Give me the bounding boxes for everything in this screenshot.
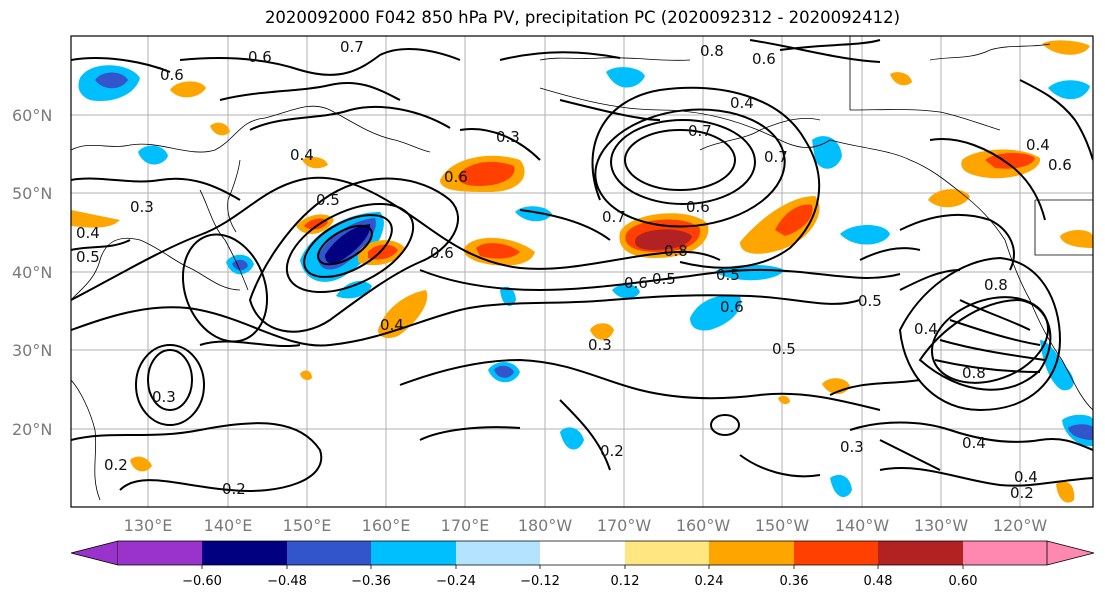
- contour-label: 0.2: [222, 480, 246, 498]
- contour-label: 0.3: [130, 198, 154, 216]
- contour-label: 0.8: [664, 242, 688, 260]
- contour-label: 0.6: [1048, 156, 1072, 174]
- contour-label: 0.6: [752, 50, 776, 68]
- colorbar-tick-label: −0.36: [351, 574, 391, 589]
- colorbar-segment: [70, 540, 119, 566]
- contour-label: 0.4: [962, 434, 986, 452]
- precip-shading: [71, 40, 1093, 503]
- map-panel: 0.6 0.7 0.8 0.6 0.6 0.4 0.3 0.4 0.5 0.3 …: [70, 35, 1094, 508]
- lon-label: 170°E: [441, 516, 490, 535]
- colorbar-segment: [118, 541, 202, 565]
- colorbar-segment: [540, 541, 625, 565]
- latitude-labels: 60°N 50°N 40°N 30°N 20°N: [12, 106, 52, 439]
- colorbar-segment: [202, 541, 287, 565]
- colorbar-tick-label: −0.24: [436, 574, 476, 589]
- contour-label: 0.5: [652, 270, 676, 288]
- contour-label: 0.5: [76, 248, 100, 266]
- lon-label: 120°W: [993, 516, 1048, 535]
- contour-label: 0.6: [160, 66, 184, 84]
- contour-label: 0.4: [76, 224, 100, 242]
- contour-label: 0.3: [152, 388, 176, 406]
- graticule: [71, 36, 1093, 507]
- contour-label: 0.7: [764, 148, 788, 166]
- contour-label: 0.6: [248, 48, 272, 66]
- contour-label: 0.8: [962, 364, 986, 382]
- contour-label: 0.6: [624, 274, 648, 292]
- colorbar-tick-label: −0.12: [520, 574, 560, 589]
- contour-label: 0.6: [720, 298, 744, 316]
- map-frame: [70, 35, 1094, 508]
- colorbar-segment: [794, 541, 878, 565]
- lon-label: 130°E: [124, 516, 173, 535]
- contour-label: 0.2: [600, 442, 624, 460]
- contour-label: 0.2: [104, 456, 128, 474]
- lon-label: 140°W: [835, 516, 890, 535]
- colorbar-tick-label: 0.12: [611, 574, 640, 589]
- contour-label: 0.7: [602, 208, 626, 226]
- map-content: 0.6 0.7 0.8 0.6 0.6 0.4 0.3 0.4 0.5 0.3 …: [71, 36, 1093, 507]
- lon-label: 160°W: [676, 516, 731, 535]
- colorbar-segment: [878, 541, 963, 565]
- lat-label: 60°N: [12, 106, 52, 125]
- contour-label: 0.6: [686, 198, 710, 216]
- colorbar-segment: [963, 541, 1047, 565]
- contour-label: 0.4: [1014, 468, 1038, 486]
- lon-label: 170°W: [597, 516, 652, 535]
- colorbar-segment: [287, 541, 371, 565]
- colorbar-tick-label: −0.48: [267, 574, 307, 589]
- colorbar-tick-label: 0.60: [949, 574, 978, 589]
- colorbar-segment: [709, 541, 794, 565]
- colorbar-segment: [625, 541, 709, 565]
- coastlines: [71, 36, 1093, 501]
- colorbar: −0.60 −0.48 −0.36 −0.24 −0.12 0.12 0.24 …: [70, 540, 1095, 589]
- pv-contours: [71, 39, 1093, 492]
- contour-label: 0.8: [700, 42, 724, 60]
- longitude-labels: 130°E 140°E 150°E 160°E 170°E 180°W 170°…: [124, 516, 1048, 535]
- lon-label: 180°W: [518, 516, 573, 535]
- contour-label: 0.8: [984, 276, 1008, 294]
- contour-label: 0.6: [430, 244, 454, 262]
- contour-label: 0.4: [1026, 136, 1050, 154]
- contour-label: 0.4: [730, 94, 754, 112]
- contour-label: 0.7: [340, 38, 364, 56]
- lat-label: 40°N: [12, 263, 52, 282]
- contour-label: 0.7: [688, 122, 712, 140]
- lon-label: 150°E: [283, 516, 332, 535]
- lon-label: 140°E: [204, 516, 253, 535]
- contour-label: 0.6: [444, 168, 468, 186]
- contour-label: 0.5: [316, 191, 340, 209]
- colorbar-tick-label: 0.24: [695, 574, 724, 589]
- contour-label: 0.2: [1010, 484, 1034, 502]
- colorbar-segment: [371, 541, 456, 565]
- lon-label: 130°W: [914, 516, 969, 535]
- lon-label: 150°W: [755, 516, 810, 535]
- colorbar-tick-label: −0.60: [182, 574, 222, 589]
- contour-label: 0.3: [840, 438, 864, 456]
- contour-label: 0.3: [588, 336, 612, 354]
- figure-title: 2020092000 F042 850 hPa PV, precipitatio…: [264, 8, 901, 27]
- lat-label: 30°N: [12, 341, 52, 360]
- colorbar-tick-label: 0.48: [864, 574, 893, 589]
- colorbar-tick-label: 0.36: [780, 574, 809, 589]
- contour-label: 0.5: [772, 340, 796, 358]
- colorbar-segment: [1046, 540, 1095, 566]
- contour-label: 0.5: [858, 292, 882, 310]
- lon-label: 160°E: [362, 516, 411, 535]
- contour-label: 0.5: [716, 266, 740, 284]
- lat-label: 50°N: [12, 184, 52, 203]
- colorbar-segment: [456, 541, 540, 565]
- lat-label: 20°N: [12, 420, 52, 439]
- contour-label: 0.4: [290, 146, 314, 164]
- contour-label: 0.3: [496, 128, 520, 146]
- contour-label: 0.4: [380, 316, 404, 334]
- contour-label: 0.4: [914, 320, 938, 338]
- contour-labels: 0.6 0.7 0.8 0.6 0.6 0.4 0.3 0.4 0.5 0.3 …: [76, 38, 1072, 502]
